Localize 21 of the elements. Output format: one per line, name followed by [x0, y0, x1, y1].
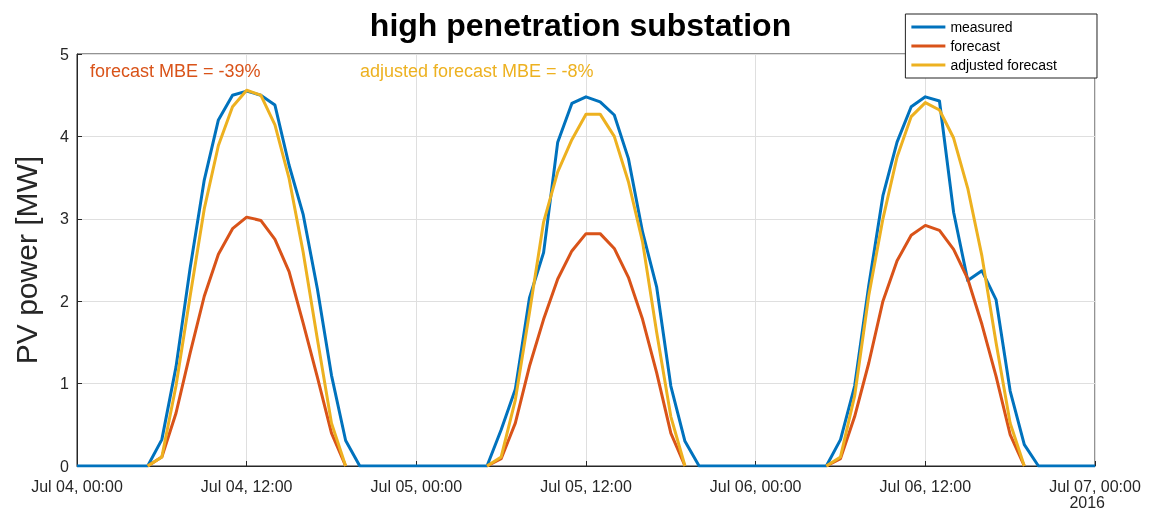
annotation: forecast MBE = -39% [90, 61, 261, 81]
y-tick-label: 5 [60, 45, 70, 63]
y-tick-label: 3 [60, 210, 70, 228]
annotation: adjusted forecast MBE = -8% [360, 61, 594, 81]
y-tick-label: 0 [60, 457, 70, 475]
y-tick-label: 1 [60, 375, 70, 393]
legend-label: measured [950, 19, 1013, 35]
x-tick-label: Jul 07, 00:00 [1049, 477, 1141, 495]
x-tick-label: Jul 05, 12:00 [540, 477, 632, 495]
legend-label: adjusted forecast [950, 57, 1058, 73]
y-axis-title: PV power [MW] [9, 155, 43, 365]
y-tick-label: 4 [60, 127, 70, 145]
legend-label: forecast [950, 38, 1001, 54]
y-tick-label: 2 [60, 292, 70, 310]
x-tick-label: Jul 06, 00:00 [709, 477, 802, 495]
x-tick-label: Jul 04, 00:00 [31, 477, 123, 495]
x-tick-label: Jul 05, 00:00 [370, 477, 463, 495]
x-tick-label: Jul 06, 12:00 [879, 477, 972, 495]
text: 2016 [1069, 493, 1106, 511]
chart-title: high penetration substation [369, 7, 792, 43]
x-tick-label: Jul 04, 12:00 [200, 477, 293, 495]
